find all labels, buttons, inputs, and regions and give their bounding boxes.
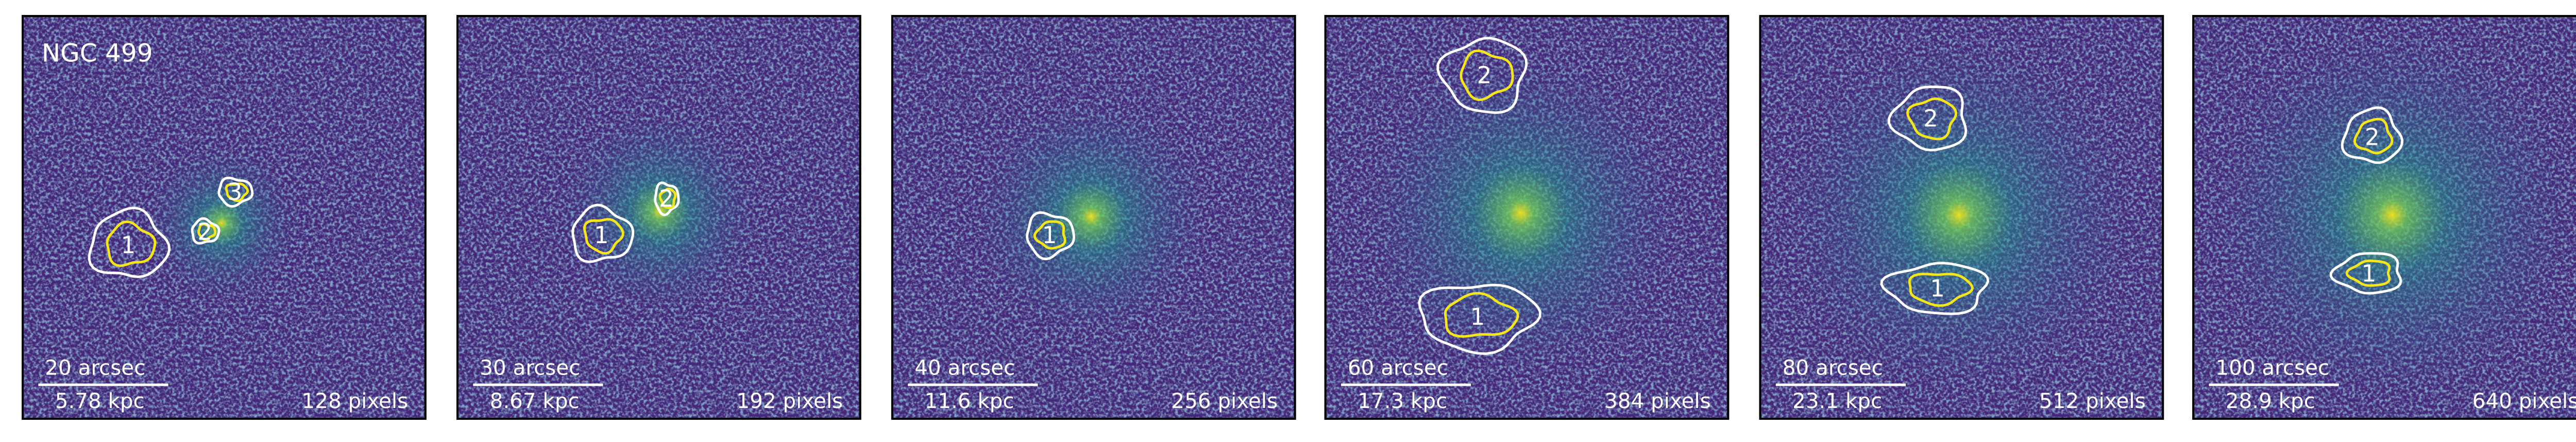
frame	[456, 15, 861, 420]
pixels-label: 256 pixels	[1171, 388, 1278, 413]
contour-inner	[106, 220, 157, 267]
frame	[2192, 15, 2576, 420]
contour-outer	[1880, 262, 1990, 315]
frame	[1759, 15, 2164, 420]
contour-outer	[654, 181, 680, 216]
region-label: 2	[659, 185, 674, 212]
frame	[1324, 15, 1730, 420]
contour-inner	[2353, 117, 2394, 155]
pixels-label: 192 pixels	[736, 388, 843, 413]
scale-label: 80 arcsec	[1783, 355, 1883, 380]
image-panel: 1 2 80 arcsec 23.1 kpc 512 pixels	[1759, 15, 2164, 420]
region-label: 1	[121, 231, 136, 259]
contour-inner	[658, 188, 677, 209]
kpc-label: 17.3 kpc	[1358, 388, 1447, 413]
contour-outer	[2329, 252, 2402, 295]
region-label: 2	[2365, 123, 2380, 150]
image-panel: 1 2 30 arcsec 8.67 kpc 192 pixels	[456, 15, 861, 420]
contour-outer	[217, 176, 254, 208]
contour-inner	[1033, 220, 1066, 250]
region-label: 1	[594, 222, 609, 249]
contour-outer	[1888, 86, 1968, 151]
scale-label: 30 arcsec	[480, 355, 580, 380]
contour-outer	[2341, 106, 2404, 164]
contour-inner	[1906, 97, 1958, 141]
contour-outer	[1026, 211, 1075, 261]
panel-title: NGC 499	[42, 39, 153, 68]
contour-outer	[88, 207, 171, 278]
region-label: 1	[2362, 260, 2377, 287]
scale-label: 100 arcsec	[2215, 355, 2329, 380]
kpc-label: 28.9 kpc	[2226, 388, 2315, 413]
kpc-label: 23.1 kpc	[1792, 388, 1882, 413]
contour-inner	[2345, 259, 2391, 287]
scale-label: 60 arcsec	[1348, 355, 1448, 380]
emission	[1362, 55, 1680, 372]
emission	[1784, 40, 2134, 390]
contour-inner	[1460, 49, 1514, 101]
kpc-label: 5.78 kpc	[55, 388, 145, 413]
emission	[974, 100, 1208, 333]
contour-outer	[191, 217, 221, 245]
kpc-label: 11.6 kpc	[925, 388, 1014, 413]
region-label: 1	[1042, 222, 1057, 249]
scale-label: 40 arcsec	[914, 355, 1015, 380]
contour-inner	[1444, 292, 1519, 338]
region-label: 1	[1930, 275, 1945, 302]
pixels-label: 384 pixels	[1604, 388, 1711, 413]
contour-outer	[1418, 283, 1541, 355]
frame	[22, 15, 427, 420]
contour-inner	[583, 218, 624, 255]
emission	[2209, 31, 2575, 398]
image-panel: 1 23 NGC 499 20 arcsec 5.78 kpc 128 pixels	[22, 15, 427, 420]
scale-label: 20 arcsec	[45, 355, 145, 380]
pixels-label: 640 pixels	[2472, 388, 2576, 413]
region-label: 2	[1477, 62, 1492, 89]
region-label: 1	[1470, 303, 1485, 331]
contour-inner	[225, 182, 249, 202]
contour-outer	[571, 203, 635, 263]
image-panel: 1 2 60 arcsec 17.3 kpc 384 pixels	[1324, 15, 1730, 420]
emission	[146, 148, 297, 298]
contour-inner	[197, 223, 217, 241]
contour-outer	[1436, 37, 1528, 114]
frame	[891, 15, 1296, 420]
region-label: 2	[197, 218, 212, 246]
image-panel: 1 40 arcsec 11.6 kpc 256 pixels	[891, 15, 1296, 420]
image-panel: 1 2 100 arcsec 28.9 kpc 640 pixels	[2192, 15, 2576, 420]
region-label: 2	[1923, 105, 1938, 132]
pixels-label: 512 pixels	[2039, 388, 2146, 413]
region-label: 3	[228, 178, 243, 206]
contour-inner	[1908, 273, 1974, 307]
kpc-label: 8.67 kpc	[490, 388, 580, 413]
pixels-label: 128 pixels	[302, 388, 409, 413]
